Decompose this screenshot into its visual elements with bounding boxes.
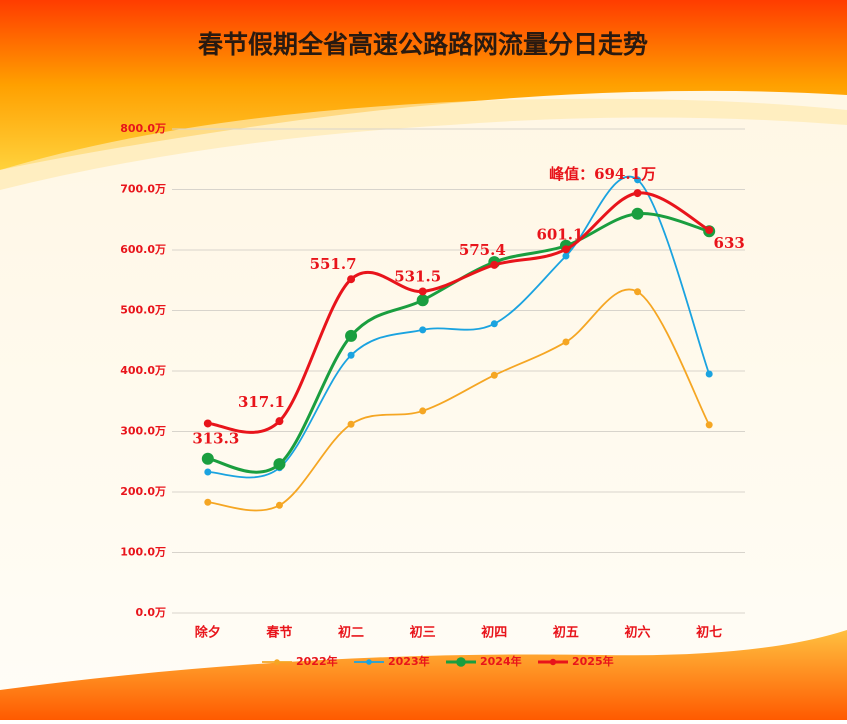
data-point [562, 338, 570, 346]
data-point [490, 320, 498, 328]
x-tick-label: 初四 [481, 625, 507, 641]
series-line [207, 175, 711, 479]
data-point [203, 419, 212, 428]
data-point [418, 287, 427, 296]
legend-marker [274, 659, 280, 665]
y-tick-label: 600.0万 [120, 243, 166, 256]
data-point [705, 370, 713, 378]
data-point [562, 252, 570, 260]
y-tick-label: 300.0万 [120, 425, 166, 438]
series-line [207, 212, 710, 474]
y-tick-label: 500.0万 [120, 304, 166, 317]
x-tick-label: 除夕 [195, 625, 221, 641]
data-point [634, 176, 642, 184]
chart-title: 春节假期全省高速公路路网流量分日走势 [198, 30, 648, 59]
data-point [273, 458, 286, 471]
legend-marker [366, 659, 372, 665]
data-point [705, 226, 714, 235]
data-label: 313.3 [192, 429, 239, 447]
x-tick-label: 春节 [265, 625, 292, 641]
legend-marker [456, 657, 466, 667]
y-tick-label: 400.0万 [120, 364, 166, 377]
data-point [490, 260, 499, 269]
y-tick-label: 200.0万 [120, 485, 166, 498]
data-point [705, 421, 713, 429]
data-point [204, 468, 212, 476]
data-label: 551.7 [310, 255, 357, 273]
data-point [275, 501, 283, 509]
x-tick-label: 初六 [625, 625, 651, 641]
data-label: 633 [714, 234, 745, 252]
data-label: 317.1 [238, 393, 285, 411]
data-point [201, 452, 214, 465]
legend-label: 2023年 [388, 654, 430, 668]
data-label: 601.1 [536, 225, 583, 243]
data-point [419, 326, 427, 334]
data-point [347, 420, 355, 428]
y-tick-label: 0.0万 [136, 606, 167, 619]
data-point [634, 288, 642, 296]
footer-band [0, 630, 847, 720]
data-point [416, 294, 429, 307]
data-point [347, 351, 355, 359]
x-tick-label: 初五 [553, 625, 579, 641]
data-label: 575.4 [459, 241, 506, 259]
x-tick-label: 初三 [410, 625, 436, 641]
data-point [561, 245, 570, 254]
y-tick-label: 800.0万 [120, 122, 166, 135]
data-point [275, 417, 284, 426]
header-wave [0, 98, 847, 190]
data-point [345, 329, 358, 342]
legend-label: 2025年 [572, 654, 614, 668]
y-tick-label: 700.0万 [120, 183, 166, 196]
data-point [347, 275, 356, 284]
x-tick-label: 初七 [696, 625, 722, 641]
data-point [490, 371, 498, 379]
series-line [207, 191, 710, 434]
legend-marker [549, 658, 557, 666]
x-tick-label: 初二 [338, 625, 364, 641]
data-label: 峰值：694.1万 [549, 165, 656, 183]
data-point [633, 189, 642, 198]
data-label: 531.5 [394, 267, 441, 285]
legend-label: 2024年 [480, 654, 522, 668]
y-tick-label: 100.0万 [120, 546, 166, 559]
data-point [631, 207, 644, 220]
data-point [204, 498, 212, 506]
data-point [419, 407, 427, 415]
legend-label: 2022年 [296, 654, 338, 668]
